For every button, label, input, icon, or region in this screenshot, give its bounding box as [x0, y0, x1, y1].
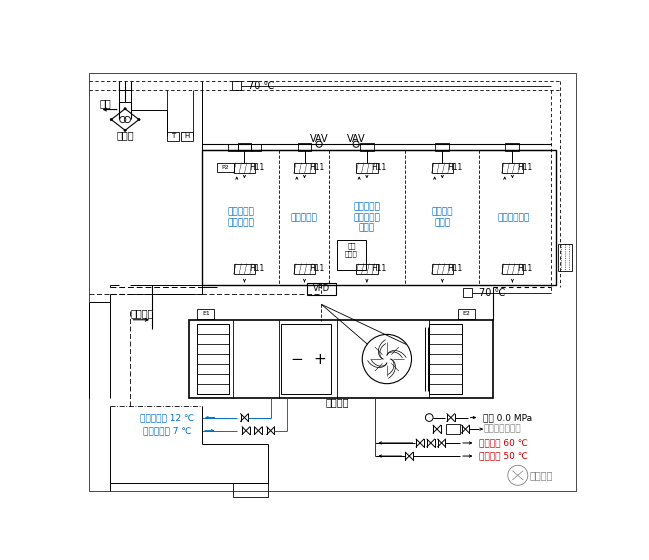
Text: T: T — [171, 133, 175, 139]
Bar — [307, 283, 336, 295]
Bar — [197, 324, 229, 394]
Text: 标本制备区: 标本制备区 — [290, 213, 317, 222]
Text: H11: H11 — [309, 163, 324, 172]
Text: 凝结水排至地漏: 凝结水排至地漏 — [483, 424, 520, 433]
Bar — [356, 264, 378, 274]
Bar — [232, 81, 241, 90]
Text: H11: H11 — [249, 264, 264, 273]
Bar — [360, 143, 374, 151]
Text: −: − — [291, 352, 303, 367]
Text: 扩增反应混
合物配制和
扩增区: 扩增反应混 合物配制和 扩增区 — [354, 203, 380, 232]
Text: 热水供水 60 ℃: 热水供水 60 ℃ — [480, 438, 528, 447]
Bar — [502, 264, 523, 274]
Bar — [228, 144, 238, 151]
Text: H11: H11 — [309, 264, 324, 273]
Text: 扩增产物
分析区: 扩增产物 分析区 — [432, 208, 453, 227]
Text: 缓冲间／走道: 缓冲间／走道 — [498, 213, 530, 222]
Text: E2: E2 — [462, 311, 470, 316]
Text: H11: H11 — [447, 264, 462, 273]
Bar — [337, 240, 366, 270]
Bar — [506, 143, 519, 151]
Bar — [233, 483, 267, 497]
Text: 生物
安全柜: 生物 安全柜 — [345, 242, 358, 257]
Circle shape — [124, 129, 127, 132]
Bar — [202, 150, 556, 285]
Text: 试剂储存和
试剂准备区: 试剂储存和 试剂准备区 — [227, 208, 254, 227]
Bar — [432, 162, 453, 174]
Text: 70 ℃: 70 ℃ — [249, 81, 275, 91]
Text: H11: H11 — [371, 163, 387, 172]
Bar — [189, 320, 493, 398]
Circle shape — [362, 334, 411, 384]
Circle shape — [124, 108, 127, 110]
Text: +: + — [313, 352, 326, 367]
Bar — [282, 324, 332, 394]
Bar — [197, 309, 214, 319]
Circle shape — [138, 118, 140, 121]
Bar — [298, 143, 312, 151]
Text: H11: H11 — [517, 163, 532, 172]
Bar — [502, 162, 523, 174]
Bar — [251, 144, 261, 151]
Bar — [294, 264, 315, 274]
Bar — [238, 143, 251, 151]
Bar — [234, 162, 255, 174]
Text: H11: H11 — [249, 163, 264, 172]
Text: P2: P2 — [221, 165, 229, 170]
Text: H11: H11 — [447, 163, 462, 172]
Text: 蒸汽 0.0 MPa: 蒸汽 0.0 MPa — [483, 413, 532, 422]
Bar — [458, 309, 474, 319]
Bar — [432, 264, 453, 274]
Bar — [429, 324, 461, 394]
Bar — [447, 424, 460, 433]
Text: 排风机: 排风机 — [116, 130, 134, 140]
Circle shape — [316, 141, 322, 147]
Text: 新风机组: 新风机组 — [325, 397, 349, 407]
Bar — [119, 90, 131, 102]
Bar — [558, 244, 572, 271]
Text: VAV: VAV — [310, 134, 328, 144]
Text: 室外: 室外 — [100, 99, 112, 109]
Text: H11: H11 — [371, 264, 387, 273]
Text: 70 ℃: 70 ℃ — [480, 288, 506, 298]
Text: H: H — [184, 133, 190, 139]
Bar — [180, 132, 193, 141]
Text: H11: H11 — [517, 264, 532, 273]
Text: VAV: VAV — [347, 134, 365, 144]
Text: 冷冻水供水 7 ℃: 冷冻水供水 7 ℃ — [143, 426, 191, 435]
Text: E1: E1 — [202, 311, 210, 316]
Bar — [234, 264, 255, 274]
Text: 冷冻水回水 12 ℃: 冷冻水回水 12 ℃ — [140, 413, 195, 422]
Circle shape — [110, 118, 112, 121]
Text: 检验星空: 检验星空 — [529, 470, 553, 480]
Circle shape — [425, 414, 433, 421]
Bar — [217, 162, 234, 172]
Bar — [435, 143, 449, 151]
Bar — [167, 132, 179, 141]
Text: 室外新风: 室外新风 — [130, 309, 154, 319]
Text: VFD: VFD — [313, 284, 330, 293]
Bar — [294, 162, 315, 174]
Bar — [356, 162, 378, 174]
Circle shape — [353, 141, 359, 147]
Text: 热水回水 50 ℃: 热水回水 50 ℃ — [480, 451, 528, 460]
Bar — [463, 288, 472, 297]
